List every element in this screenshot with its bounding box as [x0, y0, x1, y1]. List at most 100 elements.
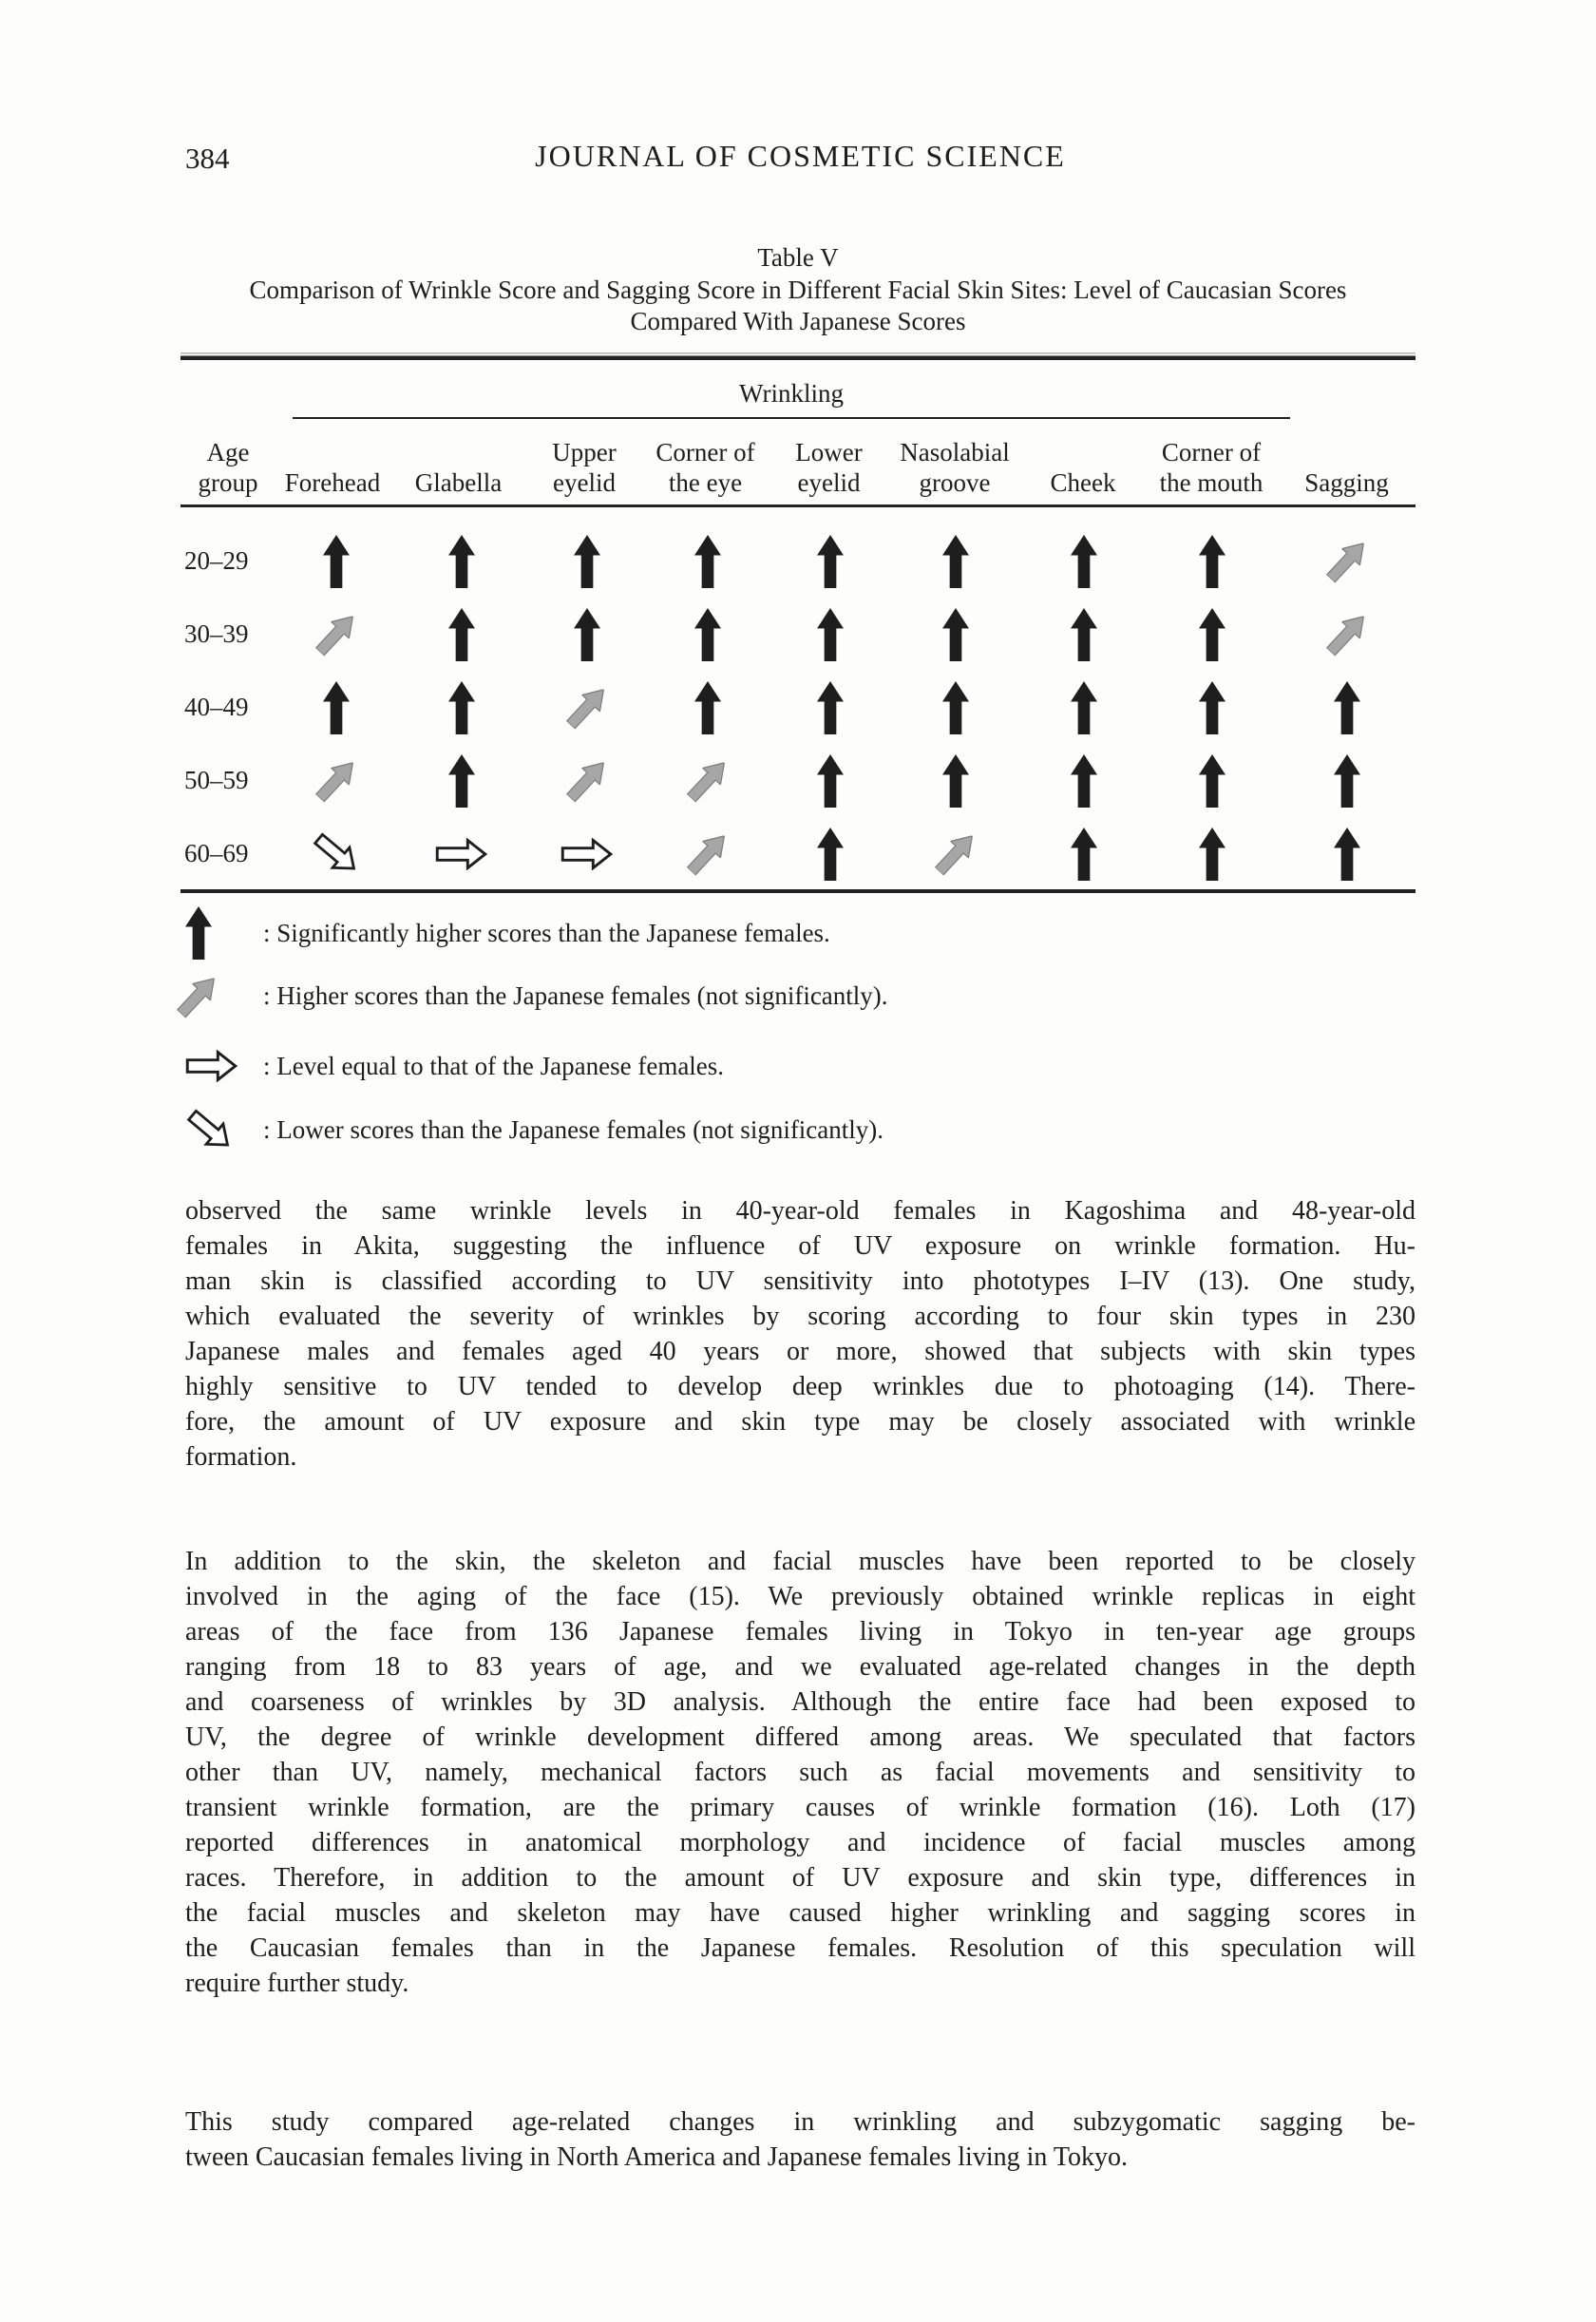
age-group-label: 60–69 — [184, 839, 249, 867]
table-cell-lower-eyelid — [771, 744, 890, 817]
table-cell-cheek — [1022, 671, 1146, 744]
sig-higher-arrow-icon — [1071, 827, 1098, 882]
higher-arrow-icon — [176, 972, 244, 1020]
age-group-label: 30–39 — [184, 619, 249, 648]
wrinkling-spanner-label: Wrinkling — [739, 379, 844, 408]
table-cell-upper-eyelid — [530, 817, 644, 890]
table-cell-cheek — [1022, 524, 1146, 598]
table-cell-sagging — [1278, 744, 1416, 817]
paragraph-line: In addition to the skin, the skeleton an… — [185, 1547, 1416, 1576]
table-row-age-50-59: 50–59 — [180, 744, 1416, 817]
sig-higher-arrow-icon — [573, 534, 600, 589]
table-cell-forehead — [279, 744, 393, 817]
legend-item-lower: : Lower scores than the Japanese females… — [185, 1102, 884, 1157]
higher-arrow-icon — [686, 756, 725, 805]
paragraph-line: UV, the degree of wrinkle development di… — [185, 1722, 1416, 1752]
sig-higher-arrow-icon — [1333, 827, 1360, 882]
table-row-age-20-29: 20–29 — [180, 524, 1416, 598]
paragraph-line: This study compared age-related changes … — [185, 2107, 1416, 2137]
paragraph-line: females in Akita, suggesting the influen… — [185, 1231, 1416, 1261]
paragraph-line: the Caucasian females than in the Japane… — [185, 1933, 1416, 1963]
table-title: Table V — [757, 243, 839, 272]
age-group-label: 20–29 — [184, 546, 249, 575]
table-row-age-60-69: 60–69 — [180, 817, 1416, 890]
lower-arrow-icon — [185, 1108, 244, 1146]
paragraph-line: tween Caucasian females living in North … — [185, 2142, 1129, 2172]
sig-higher-arrow-icon — [817, 827, 845, 882]
sig-higher-arrow-icon — [1071, 753, 1098, 809]
paragraph-line: fore, the amount of UV exposure and skin… — [185, 1407, 1416, 1437]
equal-arrow-icon — [185, 1050, 244, 1082]
paragraph-line: the facial muscles and skeleton may have… — [185, 1898, 1416, 1928]
paragraph-line: which evaluated the severity of wrinkles… — [185, 1302, 1416, 1331]
paragraph-line: observed the same wrinkle levels in 40-y… — [185, 1196, 1416, 1226]
sig-higher-arrow-icon — [942, 680, 970, 735]
column-header-cheek: Cheek — [1050, 468, 1116, 497]
sig-higher-arrow-icon — [1198, 534, 1226, 589]
column-header-age-group: Age group — [198, 438, 258, 497]
sig-higher-arrow-icon — [447, 607, 475, 662]
legend-item-equal: : Level equal to that of the Japanese fe… — [185, 1038, 724, 1094]
table-cell-glabella — [392, 817, 530, 890]
sig-higher-arrow-icon — [817, 753, 845, 809]
table-cell-lower-eyelid — [771, 598, 890, 671]
table-cell-glabella — [392, 671, 530, 744]
table-cell-nasolabial-groove — [890, 817, 1023, 890]
equal-arrow-icon — [560, 837, 614, 870]
table-cell-nasolabial-groove — [890, 524, 1023, 598]
paragraph-line: ranging from 18 to 83 years of age, and … — [185, 1652, 1416, 1682]
table-cell-upper-eyelid — [530, 524, 644, 598]
wrinkling-spanner-rule — [293, 417, 1290, 419]
paragraph-1: observed the same wrinkle levels in 40-y… — [185, 1193, 1416, 1475]
table-cell-nasolabial-groove — [890, 671, 1023, 744]
sig-higher-arrow-icon — [817, 607, 845, 662]
table-row-age-30-39: 30–39 — [180, 598, 1416, 671]
table-cell-glabella — [392, 598, 530, 671]
paragraph-line: man skin is classified according to UV s… — [185, 1266, 1416, 1296]
table-header-row: Age group Forehead Glabella Upper eyelid Cor… — [180, 428, 1416, 502]
table-cell-lower-eyelid — [771, 671, 890, 744]
sig-higher-arrow-icon — [185, 905, 244, 961]
paragraph-line: other than UV, namely, mechanical factor… — [185, 1758, 1416, 1787]
table-header-rule — [180, 504, 1416, 507]
table-cell-upper-eyelid — [530, 671, 644, 744]
table-caption-line-1: Comparison of Wrinkle Score and Sagging … — [249, 276, 1347, 304]
table-caption-line-2: Compared With Japanese Scores — [630, 307, 966, 335]
page-number: 384 — [185, 142, 230, 175]
sig-higher-arrow-icon — [942, 753, 970, 809]
table-cell-sagging — [1278, 524, 1416, 598]
paragraph-line: areas of the face from 136 Japanese fema… — [185, 1617, 1416, 1646]
column-header-lower-eyelid: Lower eyelid — [795, 438, 863, 497]
sig-higher-arrow-icon — [1333, 753, 1360, 809]
table-cell-upper-eyelid — [530, 744, 644, 817]
sig-higher-arrow-icon — [1071, 680, 1098, 735]
table-cell-corner-of-the-mouth — [1146, 744, 1279, 817]
table-cell-lower-eyelid — [771, 524, 890, 598]
journal-title: JOURNAL OF COSMETIC SCIENCE — [535, 139, 1066, 173]
sig-higher-arrow-icon — [1198, 753, 1226, 809]
table-cell-upper-eyelid — [530, 598, 644, 671]
table-cell-glabella — [392, 744, 530, 817]
sig-higher-arrow-icon — [447, 753, 475, 809]
sig-higher-arrow-icon — [322, 534, 350, 589]
legend-label: : Lower scores than the Japanese females… — [263, 1114, 884, 1144]
legend-label: : Significantly higher scores than the J… — [263, 918, 830, 947]
sig-higher-arrow-icon — [694, 534, 721, 589]
table-cell-corner-of-the-eye — [643, 744, 771, 817]
higher-arrow-icon — [686, 829, 725, 878]
sig-higher-arrow-icon — [817, 680, 845, 735]
column-header-corner-of-the-eye: Corner of the eye — [656, 438, 755, 497]
column-header-upper-eyelid: Upper eyelid — [552, 438, 617, 497]
sig-higher-arrow-icon — [1198, 607, 1226, 662]
table-cell-forehead — [279, 671, 393, 744]
table-cell-corner-of-the-mouth — [1146, 817, 1279, 890]
sig-higher-arrow-icon — [447, 680, 475, 735]
age-group-label: 50–59 — [184, 766, 249, 794]
table-cell-sagging — [1278, 671, 1416, 744]
paragraph-3: This study compared age-related changes … — [185, 2104, 1416, 2175]
table-cell-corner-of-the-eye — [643, 598, 771, 671]
table-cell-corner-of-the-eye — [643, 817, 771, 890]
sig-higher-arrow-icon — [573, 607, 600, 662]
paragraph-line: involved in the aging of the face (15). … — [185, 1582, 1416, 1611]
table-cell-glabella — [392, 524, 530, 598]
